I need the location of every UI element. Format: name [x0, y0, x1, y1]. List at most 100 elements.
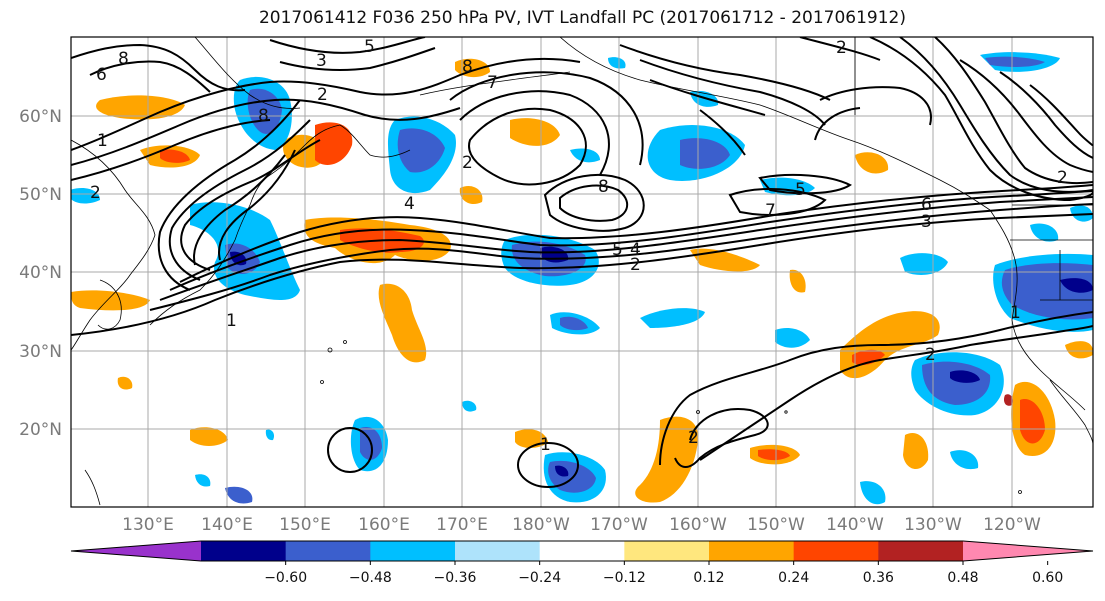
- map-title: 2017061412 F036 250 hPa PV, IVT Landfall…: [258, 8, 906, 28]
- colorbar-tick-label: −0.60: [264, 570, 307, 586]
- pv-contour: [459, 90, 610, 176]
- contour-label: 2: [925, 345, 936, 365]
- pv-contour: [168, 119, 311, 281]
- coastline-aleutians: [419, 71, 571, 96]
- pv-contour: [559, 184, 628, 222]
- pv-contour: [934, 37, 1093, 185]
- negative-anomaly: [560, 316, 588, 331]
- pv-contour: [327, 427, 373, 473]
- contour-label: 5: [364, 37, 375, 57]
- colorbar-swatch: [878, 541, 964, 561]
- pv-contour: [1029, 84, 1093, 147]
- lon-label: 180°W: [512, 515, 570, 535]
- negative-anomaly: [775, 328, 810, 348]
- island: [320, 380, 324, 384]
- positive-anomaly: [758, 449, 790, 461]
- contour-label: 2: [90, 183, 101, 203]
- coastline-philippines: [84, 469, 101, 506]
- lat-label: 30°N: [19, 342, 62, 362]
- lon-label: 120°W: [983, 515, 1041, 535]
- pv-contour: [758, 173, 852, 195]
- lon-label: 170°E: [436, 515, 488, 535]
- positive-anomaly: [455, 58, 490, 78]
- lon-label: 130°W: [904, 515, 962, 535]
- negative-anomaly: [860, 481, 886, 505]
- pv-contour: [71, 43, 246, 92]
- island: [784, 410, 788, 414]
- pv-contour: [659, 311, 1093, 466]
- negative-anomaly: [950, 450, 979, 470]
- positive-anomaly: [789, 269, 806, 293]
- contour-label: 4: [404, 194, 415, 214]
- pv-contour: [517, 442, 579, 488]
- contour-label: 7: [765, 201, 776, 221]
- colorbar-tick-label: −0.12: [603, 570, 646, 586]
- contour-label: 1: [1010, 303, 1021, 323]
- negative-anomaly: [922, 361, 991, 405]
- colorbar-tick-label: −0.36: [434, 570, 477, 586]
- contour-label: 2: [836, 38, 847, 58]
- latitude-labels: 60°N 50°N 40°N 30°N 20°N: [19, 107, 62, 440]
- coastline-baja: [1049, 379, 1093, 446]
- positive-anomaly: [635, 416, 699, 503]
- pv-contour: [71, 98, 461, 166]
- negative-anomaly: [680, 138, 730, 169]
- negative-anomaly: [225, 486, 253, 504]
- contour-label: 2: [688, 428, 699, 448]
- negative-anomaly: [608, 57, 626, 69]
- positive-anomaly: [1020, 399, 1045, 444]
- contour-label: 3: [921, 212, 932, 232]
- contour-label: 6: [921, 195, 932, 215]
- pv-contour: [819, 86, 932, 126]
- pv-contour: [869, 37, 1093, 202]
- pv-contour: [619, 44, 831, 101]
- pv-contour: [899, 37, 1093, 193]
- pv-contour: [959, 59, 1093, 173]
- pv-contour: [179, 184, 1093, 283]
- contour-label: 2: [317, 85, 328, 105]
- lon-label: 160°E: [358, 515, 410, 535]
- positive-anomaly: [855, 152, 889, 174]
- coastline-kamchatka: [339, 124, 411, 158]
- pv-contour: [449, 71, 644, 166]
- coastline-siberia: [194, 37, 301, 109]
- lon-label: 130°E: [122, 515, 174, 535]
- contour-label: 3: [316, 51, 327, 71]
- colorbar-tick-label: 0.48: [947, 570, 978, 586]
- lon-label: 140°W: [826, 515, 884, 535]
- contour-label: 2: [462, 153, 473, 173]
- negative-anomaly: [1030, 223, 1059, 242]
- lon-label: 160°W: [669, 515, 727, 535]
- pv-contour: [639, 59, 826, 126]
- coastline-kurils: [269, 124, 341, 176]
- lat-label: 20°N: [19, 420, 62, 440]
- lon-label: 140°E: [201, 515, 253, 535]
- pv-contour: [71, 57, 581, 151]
- positive-anomaly: [160, 149, 190, 163]
- lat-label: 40°N: [19, 263, 62, 283]
- pv-contour: [159, 196, 1093, 301]
- pv-contours: [71, 37, 1093, 488]
- pv-contour: [814, 107, 861, 141]
- colorbar-swatch: [455, 541, 541, 561]
- pv-contour: [799, 37, 881, 61]
- contour-labels: 8 6 5 3 2 1 2 8 8 7 8 2 4 6 3 2 5 7 5 4 …: [90, 37, 1068, 455]
- positive-anomaly: [378, 283, 427, 363]
- colorbar-swatch: [539, 541, 625, 561]
- colorbar-tick-label: 0.60: [1032, 570, 1063, 586]
- pv-contour: [468, 107, 587, 186]
- pv-contour: [71, 119, 271, 181]
- negative-anomaly: [985, 56, 1045, 67]
- contour-label: 1: [226, 311, 237, 331]
- pv-contour: [999, 71, 1093, 159]
- positive-anomaly: [852, 349, 885, 366]
- pv-contour: [169, 190, 1093, 291]
- colorbar-tick-label: 0.24: [778, 570, 809, 586]
- colorbar-extend-min: [71, 541, 201, 561]
- coastline-alaska: [559, 37, 991, 211]
- island: [327, 347, 333, 353]
- graticule: [71, 37, 1093, 507]
- pv-contour: [269, 37, 426, 54]
- negative-anomaly: [950, 370, 980, 383]
